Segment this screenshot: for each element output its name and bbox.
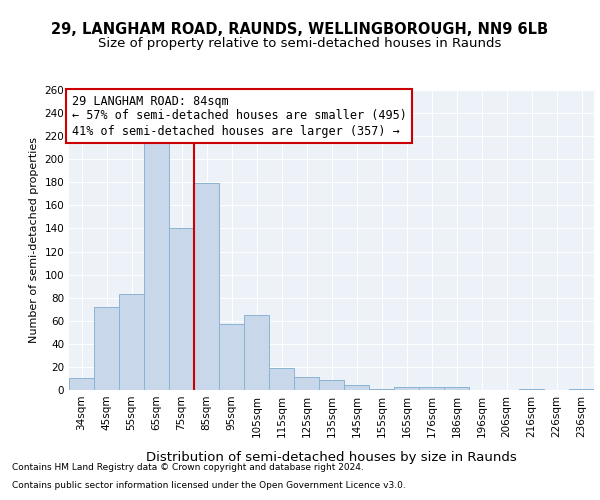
Bar: [244, 315, 269, 390]
Text: 29, LANGHAM ROAD, RAUNDS, WELLINGBOROUGH, NN9 6LB: 29, LANGHAM ROAD, RAUNDS, WELLINGBOROUGH…: [52, 22, 548, 38]
Bar: [169, 228, 194, 390]
Bar: [94, 307, 119, 390]
Bar: [69, 378, 94, 390]
Bar: [194, 184, 219, 390]
Bar: [519, 389, 544, 390]
Y-axis label: Number of semi-detached properties: Number of semi-detached properties: [29, 137, 39, 343]
Bar: [294, 378, 319, 390]
Bar: [219, 324, 244, 390]
Bar: [119, 294, 144, 390]
Bar: [344, 386, 369, 390]
Bar: [319, 380, 344, 390]
X-axis label: Distribution of semi-detached houses by size in Raunds: Distribution of semi-detached houses by …: [146, 451, 517, 464]
Bar: [369, 389, 394, 390]
Bar: [394, 386, 419, 390]
Bar: [144, 142, 169, 390]
Bar: [419, 386, 444, 390]
Text: Contains public sector information licensed under the Open Government Licence v3: Contains public sector information licen…: [12, 481, 406, 490]
Bar: [269, 368, 294, 390]
Text: 29 LANGHAM ROAD: 84sqm
← 57% of semi-detached houses are smaller (495)
41% of se: 29 LANGHAM ROAD: 84sqm ← 57% of semi-det…: [71, 94, 407, 138]
Bar: [444, 386, 469, 390]
Text: Contains HM Land Registry data © Crown copyright and database right 2024.: Contains HM Land Registry data © Crown c…: [12, 464, 364, 472]
Text: Size of property relative to semi-detached houses in Raunds: Size of property relative to semi-detach…: [98, 38, 502, 51]
Bar: [569, 389, 594, 390]
